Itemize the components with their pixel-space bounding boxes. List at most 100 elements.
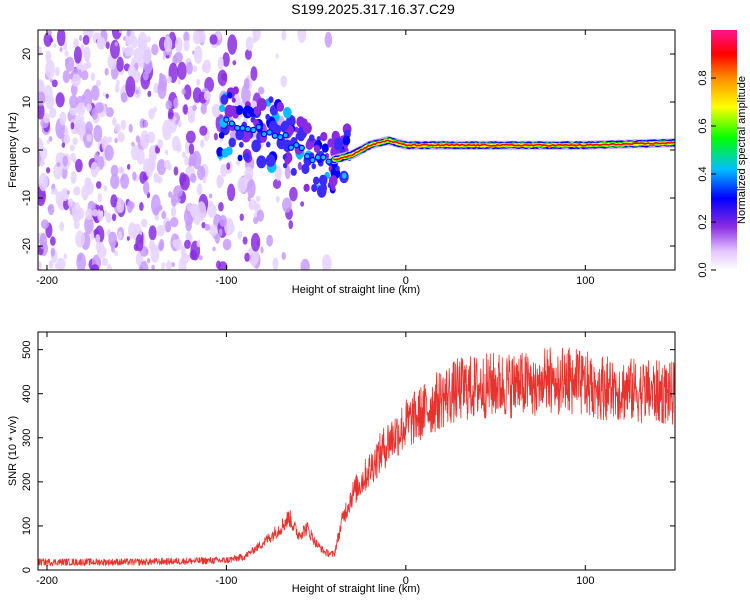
noise-blob (165, 221, 172, 233)
noise-blob (116, 197, 125, 213)
noise-blob (117, 230, 123, 240)
noise-blob (125, 76, 136, 98)
noise-blob (55, 92, 65, 108)
noise-blob (51, 79, 58, 88)
noise-blob (149, 239, 155, 252)
noise-blob (183, 84, 192, 100)
noise-blob (82, 35, 90, 46)
transition-blob (251, 139, 262, 153)
noise-blob (162, 119, 172, 141)
noise-blob (107, 136, 112, 143)
noise-blob (143, 119, 149, 128)
transition-blob (265, 141, 271, 148)
noise-blob (170, 206, 177, 218)
noise-blob (280, 75, 288, 88)
snr-y-ticks: 0 100 200 300 400 500 (21, 340, 675, 573)
noise-blob (248, 199, 257, 211)
ridge-band (333, 139, 675, 161)
y-tick-label: 200 (21, 473, 33, 491)
noise-blob (150, 194, 161, 216)
noise-blob (148, 225, 157, 241)
noise-blob (56, 162, 61, 168)
noise-blob (242, 236, 248, 245)
noise-blob (300, 201, 305, 207)
noise-blob (322, 254, 332, 270)
noise-blob (161, 267, 165, 270)
transition-blob (265, 113, 271, 121)
noise-blob (121, 46, 126, 53)
noise-blob (209, 34, 218, 45)
noise-blob (178, 257, 187, 270)
ridge-bead (228, 120, 235, 127)
noise-blob (49, 37, 54, 43)
noise-blob (137, 31, 148, 52)
noise-blob (73, 186, 81, 196)
noise-blob (284, 165, 291, 180)
noise-blob (161, 210, 167, 220)
ridge-bead (266, 129, 273, 136)
noise-blob (111, 30, 122, 40)
noise-blob (117, 131, 125, 143)
noise-blob (43, 84, 53, 104)
noise-blob (173, 97, 179, 109)
noise-blob (59, 221, 65, 232)
noise-blob (69, 144, 75, 152)
noise-blob (43, 32, 53, 47)
noise-blob (86, 133, 93, 143)
noise-blob (177, 61, 187, 80)
noise-blob (198, 255, 203, 261)
noise-blob (50, 247, 56, 257)
noise-blob (129, 201, 135, 210)
noise-blob (165, 100, 172, 111)
noise-blob (185, 219, 192, 232)
noise-blob (99, 204, 104, 211)
noise-blob (132, 171, 137, 181)
noise-blob (110, 241, 116, 250)
noise-blob (64, 50, 69, 57)
noise-blob (84, 215, 94, 235)
noise-blob (201, 63, 208, 73)
noise-blob (59, 47, 63, 52)
noise-blob (158, 241, 164, 252)
noise-blob (69, 94, 78, 109)
transition-blob (235, 128, 245, 141)
noise-blob (189, 173, 197, 184)
noise-blob (156, 225, 165, 237)
noise-blob (40, 219, 49, 230)
colorbar-tick-label: 0.0 (697, 262, 709, 277)
noise-blob (176, 197, 181, 203)
y-tick-label: 300 (21, 429, 33, 447)
noise-blob (158, 204, 163, 212)
noise-blob (101, 257, 108, 267)
colorbar-tick-label: 0.8 (697, 70, 709, 85)
noise-blob (120, 119, 127, 131)
noise-blob (181, 151, 186, 158)
noise-blob (126, 236, 130, 241)
noise-blob (184, 155, 189, 166)
noise-blob (38, 172, 48, 192)
x-tick-label: 0 (403, 275, 409, 287)
transition-blob (216, 147, 224, 157)
noise-blob (297, 30, 307, 44)
noise-blob (255, 195, 261, 202)
noise-blob (148, 108, 156, 120)
noise-blob (239, 213, 244, 221)
transition-blob (313, 176, 320, 185)
transition-blob (308, 134, 315, 142)
noise-blob (147, 35, 151, 43)
noise-blob (203, 90, 211, 101)
ridge-bead (293, 141, 300, 149)
noise-blob (66, 190, 70, 195)
noise-blob (73, 219, 80, 230)
snr-x-ticks: -200 -100 0 100 (36, 332, 594, 587)
ridge-bead (239, 125, 246, 132)
transition-blob (224, 104, 235, 118)
noise-blob (118, 166, 125, 175)
noise-blob (232, 60, 237, 66)
transition-blob (247, 106, 254, 115)
noise-blob (53, 43, 57, 48)
noise-blob (171, 262, 176, 267)
transition-blob (311, 163, 317, 170)
noise-blob (80, 70, 89, 81)
